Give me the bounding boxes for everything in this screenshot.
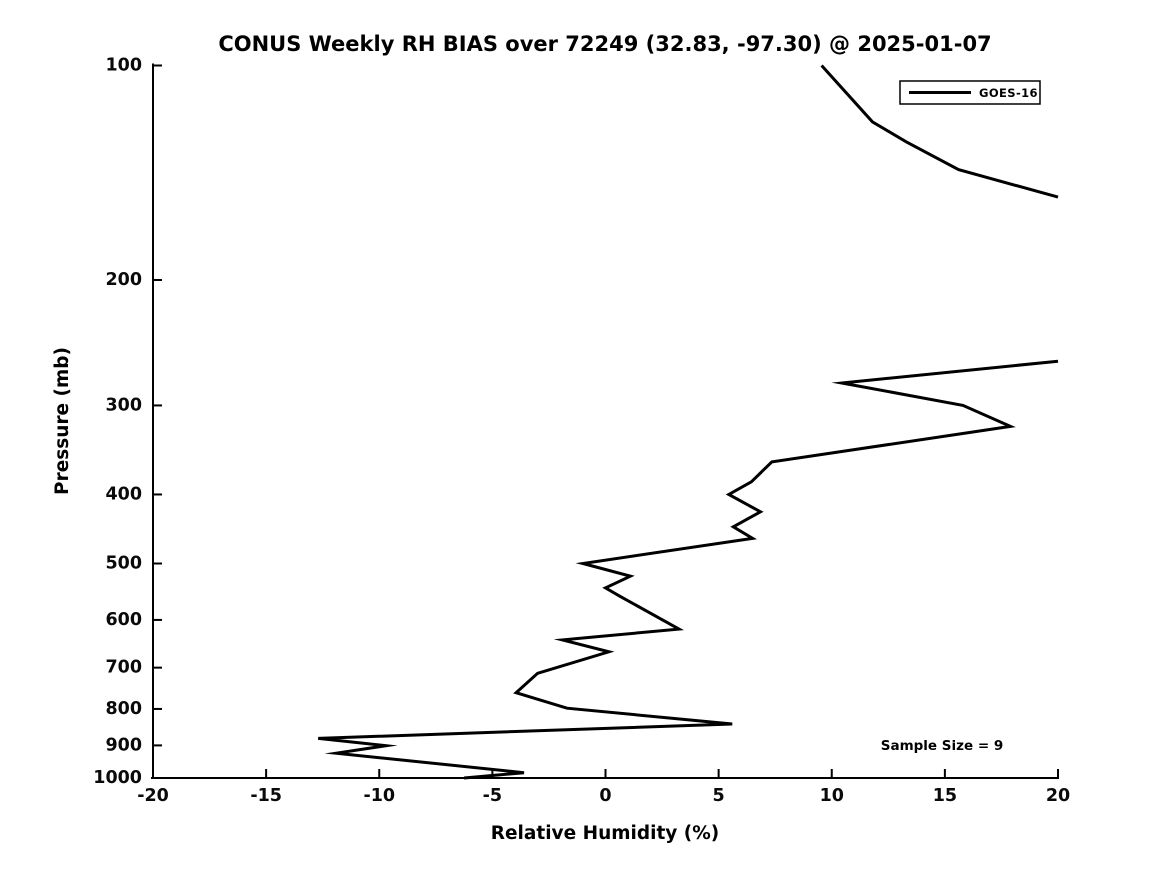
x-tick-label: -5 [483, 786, 502, 806]
y-tick-label: 300 [105, 395, 142, 415]
x-axis: -20 -15 -10 -5 0 5 10 15 20 [137, 769, 1070, 806]
y-tick-label: 500 [105, 554, 142, 574]
y-tick-label: 900 [105, 735, 142, 755]
chart-title: CONUS Weekly RH BIAS over 72249 (32.83, … [218, 32, 991, 56]
x-tick-label: -15 [250, 786, 282, 806]
plot-series [318, 64, 1059, 780]
x-tick-label: 0 [599, 786, 611, 806]
y-tick-label: 600 [105, 610, 142, 630]
x-tick-label: 10 [820, 786, 844, 806]
legend: GOES-16 [899, 80, 1041, 105]
x-tick-label: 5 [713, 786, 725, 806]
y-tick-label: 800 [105, 699, 142, 719]
legend-label: GOES-16 [979, 86, 1038, 100]
x-tick-label: -10 [363, 786, 395, 806]
y-tick-label: 1000 [93, 768, 142, 788]
x-tick-label: -20 [137, 786, 169, 806]
series-line-segment [820, 64, 1059, 199]
x-axis-label: Relative Humidity (%) [491, 823, 720, 844]
y-tick-label: 700 [105, 658, 142, 678]
y-axis-label: Pressure (mb) [52, 347, 73, 495]
x-tick-label: 15 [933, 786, 957, 806]
y-tick-label: 400 [105, 484, 142, 504]
x-tick-label: 20 [1046, 786, 1070, 806]
y-axis: 100 200 300 400 500 600 700 800 900 1000 [93, 56, 162, 788]
y-tick-label: 200 [105, 270, 142, 290]
y-tick-label: 100 [105, 56, 142, 76]
sample-size-annotation: Sample Size = 9 [881, 738, 1004, 754]
series-line-segment [318, 359, 1059, 780]
